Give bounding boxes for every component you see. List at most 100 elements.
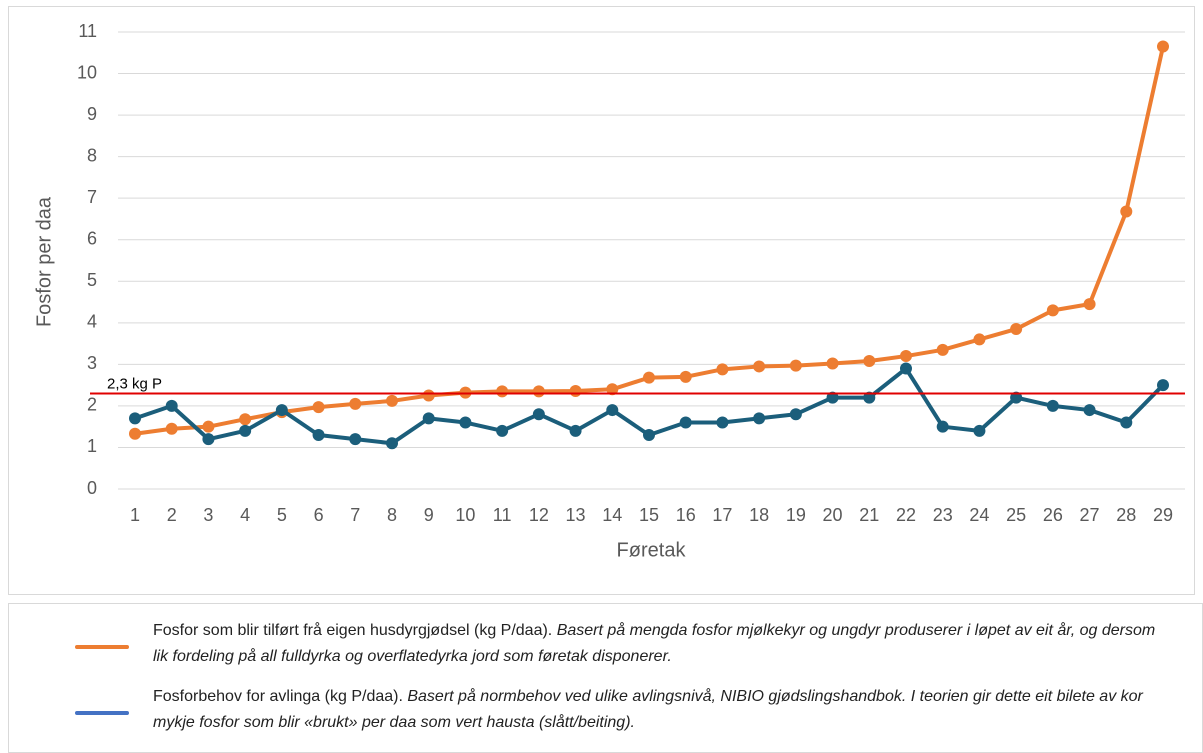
data-point	[165, 422, 178, 435]
legend-swatch	[75, 711, 129, 715]
data-point	[129, 427, 141, 440]
data-point	[1083, 298, 1096, 311]
data-point	[679, 416, 692, 429]
y-tick-label: 6	[87, 228, 97, 248]
x-tick-label: 13	[566, 505, 586, 525]
data-point	[239, 413, 252, 426]
legend: Fosfor som blir tilført frå eigen husdyr…	[8, 603, 1203, 753]
data-point	[1046, 399, 1059, 412]
data-point	[753, 360, 766, 373]
data-point	[386, 394, 398, 407]
data-point	[1010, 391, 1023, 404]
data-point	[643, 371, 655, 384]
x-tick-label: 5	[277, 505, 287, 525]
y-axis-title: Fosfor per daa	[33, 196, 55, 327]
data-point	[239, 424, 252, 437]
chart-frame	[8, 6, 1195, 595]
legend-text: Fosforbehov for avlinga (kg P/daa). Base…	[153, 684, 1163, 736]
data-point	[202, 433, 215, 446]
x-tick-label: 19	[786, 505, 806, 525]
x-tick-label: 26	[1043, 505, 1063, 525]
x-tick-label: 28	[1116, 505, 1136, 525]
legend-description: Basert på mengda fosfor mjølkekyr og ung…	[153, 622, 1156, 665]
x-tick-label: 20	[823, 505, 843, 525]
data-point	[202, 420, 215, 433]
data-point	[459, 416, 472, 429]
x-tick-label: 2	[167, 505, 177, 525]
data-point	[826, 391, 839, 404]
data-point	[973, 424, 986, 437]
y-tick-label: 8	[87, 145, 97, 165]
data-point	[349, 433, 362, 446]
x-tick-label: 9	[424, 505, 434, 525]
x-tick-label: 14	[602, 505, 622, 525]
legend-label: Fosforbehov for avlinga (kg P/daa).	[153, 688, 403, 705]
data-point	[973, 333, 986, 346]
x-tick-label: 1	[130, 505, 140, 525]
data-point	[386, 437, 398, 450]
data-point	[1046, 304, 1059, 317]
y-tick-label: 3	[87, 353, 97, 373]
y-tick-label: 10	[77, 62, 97, 82]
data-point	[496, 424, 509, 437]
data-point	[1120, 416, 1133, 429]
y-tick-label: 9	[87, 104, 97, 124]
data-point	[532, 385, 545, 398]
y-tick-label: 7	[87, 187, 97, 207]
x-tick-label: 21	[859, 505, 879, 525]
data-point	[275, 404, 288, 417]
data-point	[863, 391, 876, 404]
data-point	[606, 404, 619, 417]
x-tick-label: 8	[387, 505, 397, 525]
x-tick-label: 25	[1006, 505, 1026, 525]
data-point	[1120, 205, 1133, 218]
data-point	[422, 412, 435, 425]
data-point	[826, 357, 839, 370]
data-point	[1010, 323, 1023, 336]
data-point	[349, 397, 362, 410]
y-tick-label: 2	[87, 395, 97, 415]
x-tick-label: 11	[493, 505, 512, 525]
x-tick-label: 22	[896, 505, 916, 525]
data-point	[789, 359, 802, 372]
data-point	[753, 412, 766, 425]
data-point	[606, 383, 619, 396]
data-point	[569, 384, 582, 397]
reference-label: 2,3 kg P	[107, 375, 162, 392]
x-tick-label: 17	[712, 505, 732, 525]
data-point	[1157, 40, 1169, 53]
x-tick-label: 24	[969, 505, 989, 525]
legend-text: Fosfor som blir tilført frå eigen husdyr…	[153, 618, 1163, 670]
data-point	[716, 416, 729, 429]
data-point	[936, 420, 949, 433]
x-tick-label: 6	[314, 505, 324, 525]
x-tick-label: 18	[749, 505, 769, 525]
data-point	[716, 363, 729, 376]
y-tick-label: 5	[87, 270, 97, 290]
data-point	[789, 408, 802, 421]
data-point	[312, 428, 325, 441]
x-tick-label: 4	[240, 505, 250, 525]
data-point	[129, 412, 141, 425]
y-tick-label: 1	[87, 436, 97, 456]
y-tick-label: 11	[78, 21, 97, 41]
x-tick-label: 23	[933, 505, 953, 525]
data-point	[900, 362, 912, 375]
data-point	[1157, 379, 1169, 392]
x-tick-label: 15	[639, 505, 659, 525]
y-tick-label: 0	[87, 478, 97, 498]
data-point	[900, 350, 912, 363]
x-tick-label: 27	[1080, 505, 1100, 525]
y-tick-label: 4	[87, 312, 97, 332]
legend-label: Fosfor som blir tilført frå eigen husdyr…	[153, 622, 553, 639]
x-tick-label: 3	[203, 505, 213, 525]
legend-swatch	[75, 645, 129, 649]
x-tick-label: 7	[350, 505, 360, 525]
x-tick-label: 29	[1153, 505, 1173, 525]
data-point	[312, 401, 325, 414]
data-point	[422, 389, 435, 402]
legend-description: Basert på normbehov ved ulike avlingsniv…	[153, 688, 1143, 731]
x-tick-label: 16	[676, 505, 696, 525]
